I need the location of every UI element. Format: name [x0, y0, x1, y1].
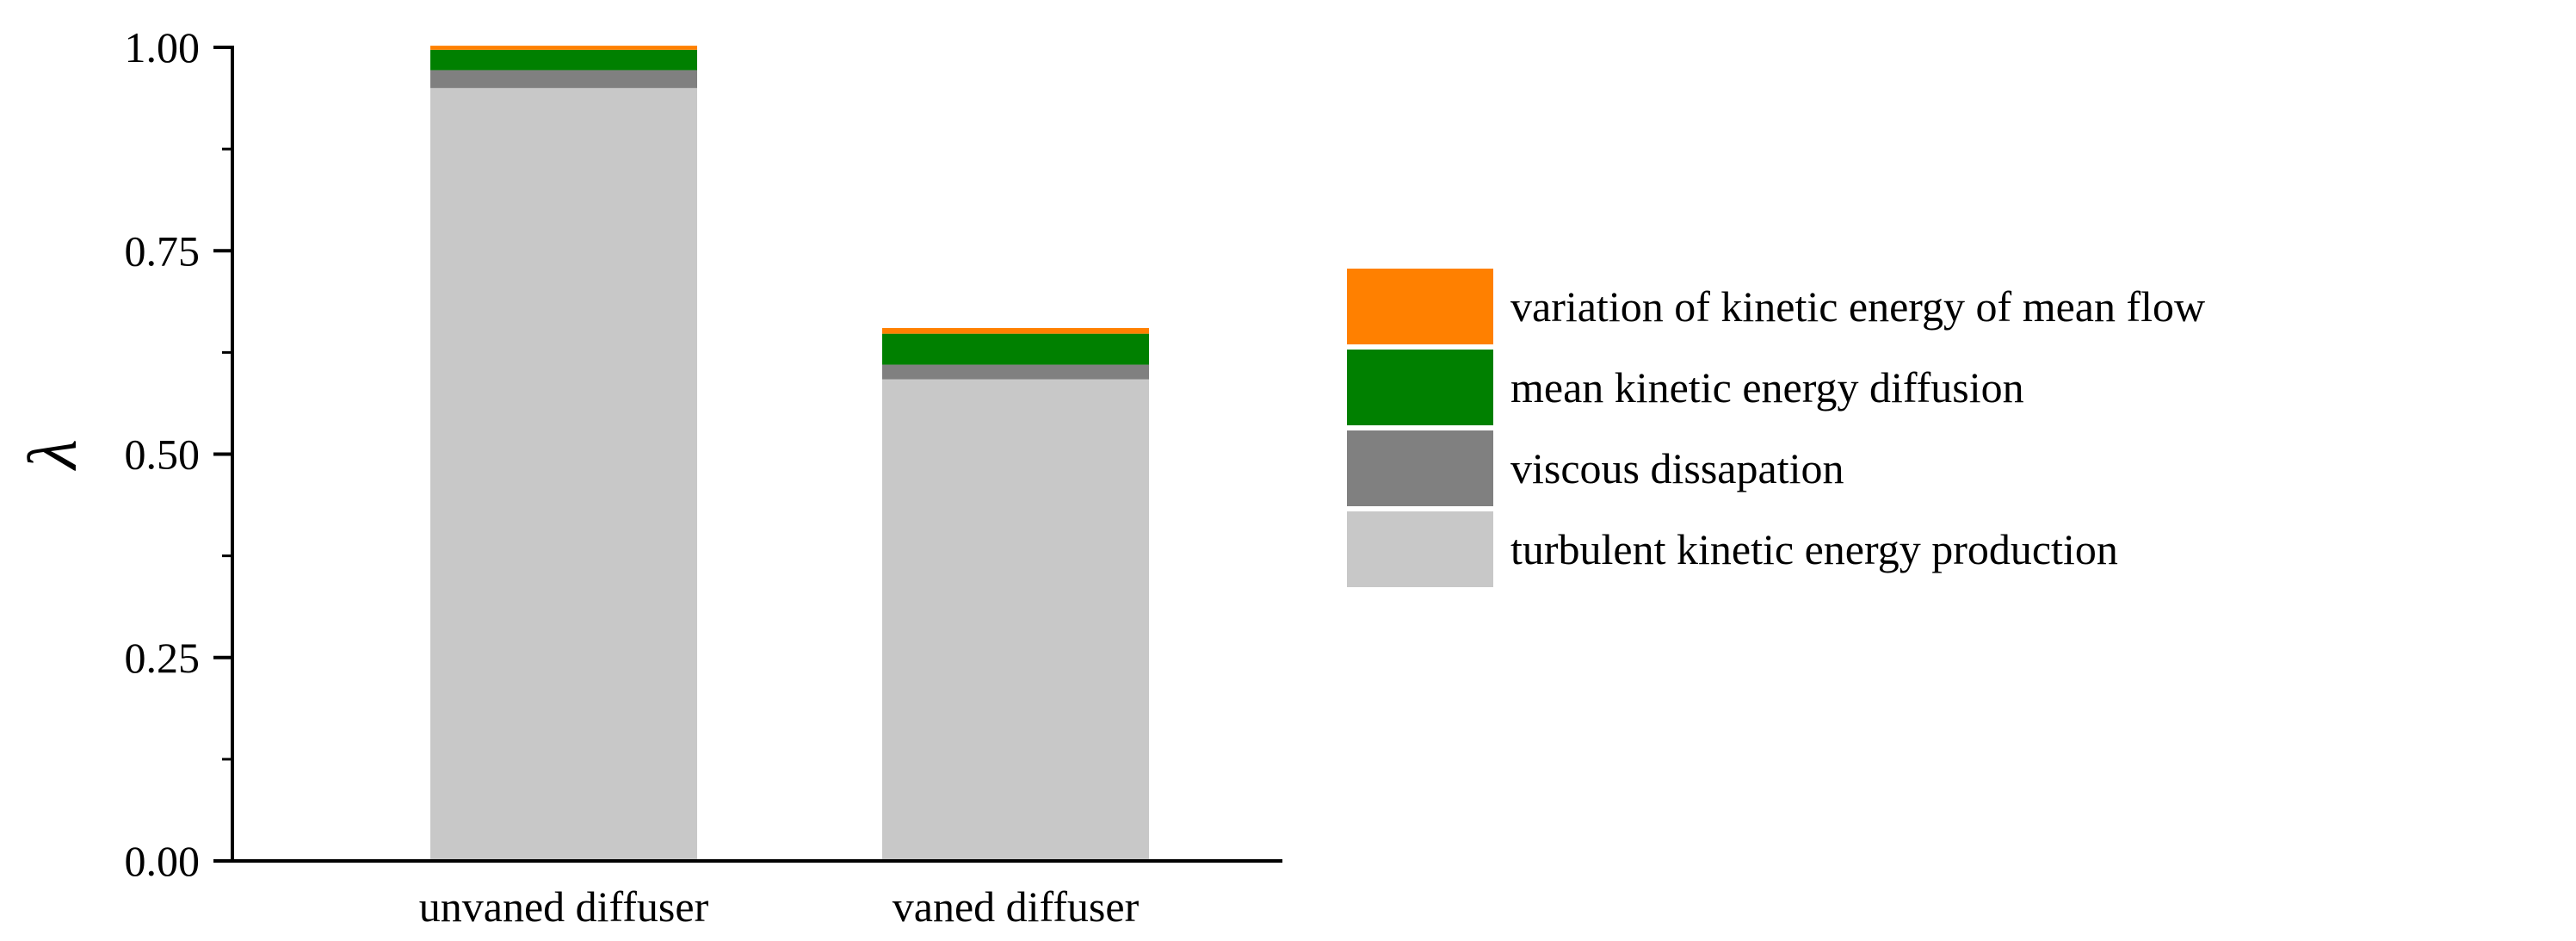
- legend: variation of kinetic energy of mean flow…: [1347, 269, 2205, 587]
- bar-vaned-diffuser-mean-kinetic-energy-diffusion: [882, 333, 1149, 365]
- bar-vaned-diffuser-viscous-dissapation: [882, 364, 1149, 380]
- y-tick-label: 0.75: [125, 226, 201, 275]
- bar-vaned-diffuser-turbulent-kinetic-energy-production: [882, 379, 1149, 861]
- axes-layer: 0.00 0.25 0.50 0.75 1.00 λ unvaned diffuser van…: [15, 23, 1282, 931]
- legend-label: mean kinetic energy diffusion: [1510, 363, 2024, 412]
- bar-unvaned-diffuser-turbulent-kinetic-energy-production: [430, 88, 697, 861]
- y-tick-label: 1.00: [125, 23, 201, 71]
- legend-label: variation of kinetic energy of mean flow: [1510, 282, 2205, 331]
- y-tick-label: 0.50: [125, 430, 201, 479]
- y-tick-label: 0.00: [125, 837, 201, 885]
- bar-unvaned-diffuser-mean-kinetic-energy-diffusion: [430, 49, 697, 71]
- legend-swatch: [1347, 430, 1493, 506]
- bars-layer: [430, 46, 1149, 861]
- legend-label: viscous dissapation: [1510, 444, 1844, 492]
- x-category-label: unvaned diffuser: [419, 882, 709, 931]
- legend-swatch: [1347, 269, 1493, 344]
- y-tick-label: 0.25: [125, 634, 201, 682]
- bar-unvaned-diffuser-viscous-dissapation: [430, 70, 697, 89]
- y-axis-title: λ: [15, 439, 91, 471]
- legend-swatch: [1347, 350, 1493, 425]
- x-category-label: vaned diffuser: [893, 882, 1140, 931]
- bar-vaned-diffuser-variation-of-kinetic-energy-of-mean-flow: [882, 328, 1149, 334]
- legend-label: turbulent kinetic energy production: [1510, 525, 2118, 573]
- bar-unvaned-diffuser-variation-of-kinetic-energy-of-mean-flow: [430, 46, 697, 50]
- legend-swatch: [1347, 511, 1493, 587]
